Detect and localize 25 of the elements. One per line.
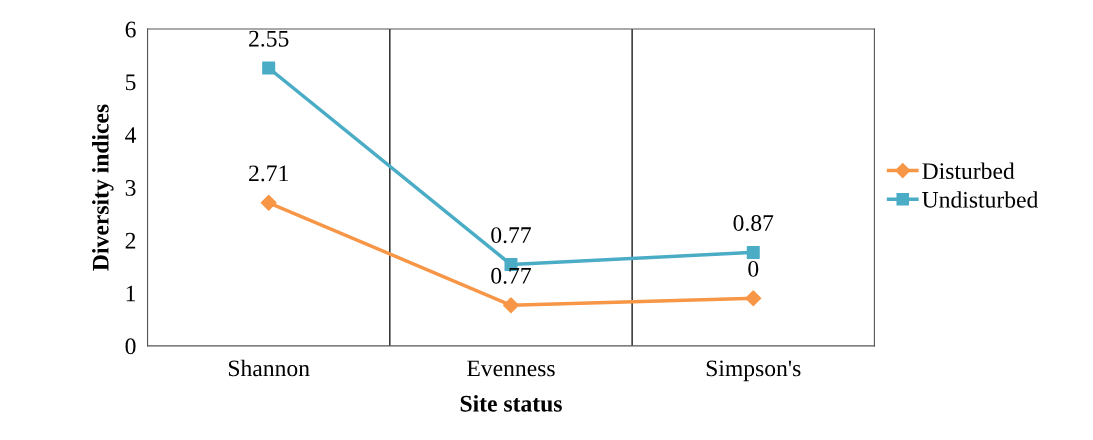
y-tick-label: 5 (126, 74, 136, 91)
y-tick-label: 4 (125, 127, 137, 143)
y-axis-title: Diversity indices (92, 104, 114, 271)
legend-label: Undisturbed (922, 191, 1039, 208)
annotation: 2.71 (249, 165, 288, 182)
x-axis-title: Site status (460, 395, 562, 412)
x-tick-label: Evenness (467, 360, 555, 377)
legend-label: Disturbed (922, 162, 1015, 180)
point (262, 61, 276, 75)
annotation: 0 (748, 260, 759, 277)
x-tick-label: Simpson's (706, 360, 801, 382)
point (745, 290, 762, 307)
point (746, 245, 760, 259)
annotation: 0.87 (733, 214, 774, 232)
point (502, 297, 519, 314)
point (260, 194, 277, 211)
y-tick-label: 2 (125, 232, 136, 249)
annotation: 0.77 (491, 227, 531, 244)
y-tick-label: 6 (125, 21, 136, 38)
y-tick-label: 0 (125, 338, 136, 355)
x-tick-label: Shannon (228, 359, 310, 377)
annotation: 0.77 (491, 267, 531, 284)
y-tick-label: 3 (125, 180, 136, 196)
annotation: 2.55 (249, 30, 289, 47)
y-tick-label: 1 (126, 285, 136, 302)
